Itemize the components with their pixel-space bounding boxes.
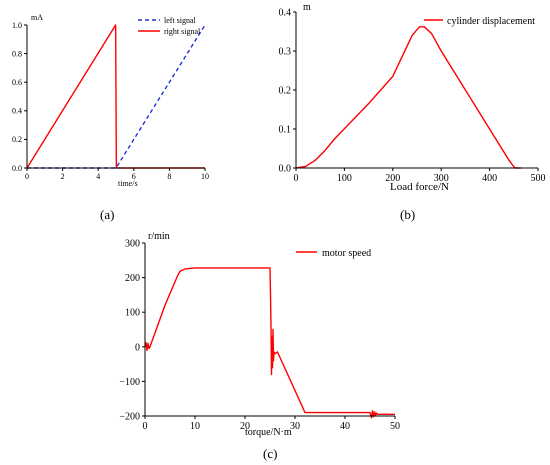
chart-c-x-tick-label: 40 bbox=[340, 421, 350, 432]
chart-a-legend: left signal right signal bbox=[138, 16, 201, 36]
chart-a-x-tick-label: 8 bbox=[167, 172, 171, 181]
chart-a-y-tick-label: 0.2 bbox=[12, 135, 22, 144]
chart-a-x-tick-label: 6 bbox=[132, 172, 136, 181]
chart-c-legend-label-motor-speed: motor speed bbox=[322, 248, 371, 259]
chart-b-y-tick-label: 0.4 bbox=[279, 8, 292, 19]
chart-a-caption: (a) bbox=[100, 207, 114, 222]
chart-b-x-tick-label: 200 bbox=[385, 173, 400, 184]
chart-c-ylabel: r/min bbox=[148, 231, 170, 242]
chart-b-y-tick-label: 0.2 bbox=[279, 86, 292, 97]
chart-b-x-tick-label: 500 bbox=[531, 173, 546, 184]
chart-c-legend: motor speed bbox=[296, 248, 371, 259]
chart-a-legend-label-left-signal: left signal bbox=[164, 16, 197, 25]
chart-a-legend-label-right-signal: right signal bbox=[164, 27, 201, 36]
chart-c-x-tick-label: 30 bbox=[290, 421, 300, 432]
chart-a: 0 2 4 6 8 10 0.0 0.2 0.4 0.6 0.8 1.0 left signal ri… bbox=[12, 13, 209, 222]
chart-a-ylabel: mA bbox=[31, 13, 43, 22]
chart-a-y-tick-label: 0.6 bbox=[12, 78, 22, 87]
chart-a-x-tick-label: 4 bbox=[96, 172, 100, 181]
chart-b-axes: 0 100 200 300 400 500 0.0 0.1 0.2 0.3 0.4 bbox=[279, 8, 546, 185]
chart-b-series-cylinder-displacement bbox=[295, 26, 522, 169]
chart-a-axes: 0 2 4 6 8 10 0.0 0.2 0.4 0.6 0.8 1.0 bbox=[12, 21, 209, 181]
chart-c-x-tick-label: 0 bbox=[143, 421, 148, 432]
chart-c-y-tick-label: 200 bbox=[125, 273, 140, 284]
chart-c-x-tick-label: 20 bbox=[240, 421, 250, 432]
chart-b-legend: cylinder displacement bbox=[424, 16, 535, 27]
chart-b-x-tick-label: 400 bbox=[482, 173, 497, 184]
chart-b-x-tick-label: 0 bbox=[294, 173, 299, 184]
chart-c-y-tick-label: 100 bbox=[125, 308, 140, 319]
chart-a-y-tick-label: 0.0 bbox=[12, 164, 22, 173]
chart-b-xlabel: Load force/N bbox=[390, 181, 449, 193]
chart-b: 0 100 200 300 400 500 0.0 0.1 0.2 0.3 0.4 cylinder… bbox=[279, 2, 546, 222]
chart-b-y-tick-label: 0.1 bbox=[279, 125, 292, 136]
chart-b-ylabel: m bbox=[303, 2, 311, 13]
chart-c-caption: (c) bbox=[263, 446, 277, 461]
chart-a-x-tick-label: 10 bbox=[201, 172, 209, 181]
chart-a-xlabel: time/s bbox=[118, 179, 138, 188]
chart-a-y-tick-label: 1.0 bbox=[12, 21, 22, 30]
chart-c: 0 10 20 30 40 50 −200 −100 0 100 200 300 motor spee… bbox=[119, 231, 400, 461]
chart-a-y-tick-label: 0.8 bbox=[12, 49, 22, 58]
chart-c-y-tick-label: −200 bbox=[119, 412, 140, 423]
chart-c-x-tick-label: 10 bbox=[190, 421, 200, 432]
chart-c-y-tick-label: 300 bbox=[125, 239, 140, 250]
chart-a-x-tick-label: 2 bbox=[61, 172, 65, 181]
chart-b-legend-label-cylinder-displacement: cylinder displacement bbox=[447, 16, 535, 27]
chart-b-y-tick-label: 0.0 bbox=[279, 164, 292, 175]
chart-b-plot bbox=[295, 26, 522, 169]
chart-c-y-tick-label: 0 bbox=[135, 342, 140, 353]
chart-c-y-tick-label: −100 bbox=[119, 377, 140, 388]
chart-c-xlabel: torque/N·m bbox=[245, 427, 292, 438]
chart-c-axes: 0 10 20 30 40 50 −200 −100 0 100 200 300 bbox=[119, 239, 400, 433]
chart-a-y-tick-label: 0.4 bbox=[12, 107, 22, 116]
chart-b-y-tick-label: 0.3 bbox=[279, 47, 292, 58]
chart-b-caption: (b) bbox=[400, 207, 415, 222]
chart-b-x-tick-label: 100 bbox=[337, 173, 352, 184]
chart-a-x-tick-label: 0 bbox=[25, 172, 29, 181]
chart-c-x-tick-label: 50 bbox=[390, 421, 400, 432]
chart-b-x-tick-label: 300 bbox=[434, 173, 449, 184]
